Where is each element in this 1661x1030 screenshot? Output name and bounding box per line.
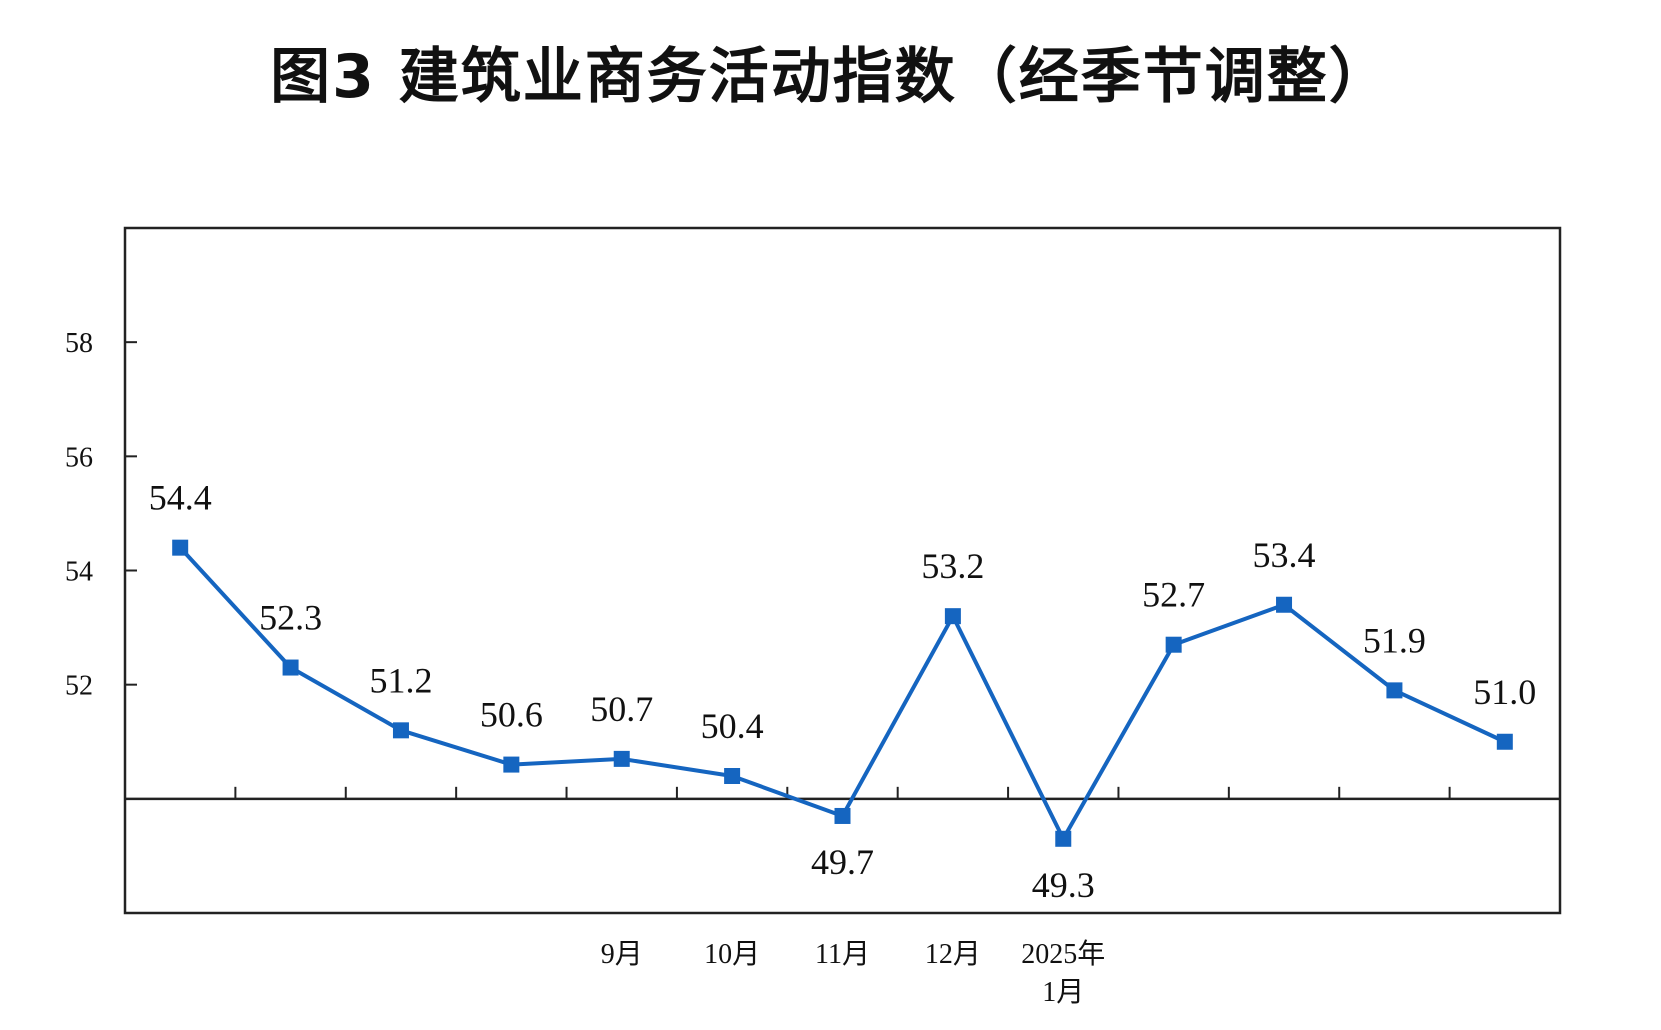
data-point xyxy=(503,756,520,773)
data-point xyxy=(944,608,961,625)
data-label: 53.2 xyxy=(921,546,984,586)
data-label: 51.2 xyxy=(369,660,432,700)
x-tick-label: 12月 xyxy=(925,939,981,970)
data-label: 51.0 xyxy=(1473,672,1536,712)
x-tick-label: 10月 xyxy=(704,939,760,970)
data-point xyxy=(392,722,409,739)
axes-layer xyxy=(123,226,1562,915)
data-point xyxy=(1165,636,1182,653)
data-label: 50.7 xyxy=(590,689,653,729)
data-point xyxy=(834,807,851,824)
data-label: 52.7 xyxy=(1142,575,1205,615)
data-point xyxy=(282,659,299,676)
y-tick-label: 58 xyxy=(65,328,93,359)
data-label: 53.4 xyxy=(1253,535,1316,575)
data-point xyxy=(1055,830,1072,847)
data-label: 49.7 xyxy=(811,842,874,882)
data-point xyxy=(1276,596,1293,613)
data-label: 52.3 xyxy=(259,598,322,638)
tick-layer: 52 54 56 58 9月 10月 11月 12月 2025年 1月 xyxy=(65,328,1105,1008)
x-tick-label: 9月 xyxy=(601,939,643,970)
data-point xyxy=(613,750,630,767)
data-label: 50.4 xyxy=(701,706,764,746)
data-label-layer: 54.4 52.3 51.2 50.6 50.7 50.4 49.7 53.2 49.3 52.7… xyxy=(149,478,1537,905)
y-tick-label: 56 xyxy=(65,442,93,473)
data-point xyxy=(1386,682,1403,699)
y-tick-label: 54 xyxy=(65,557,93,588)
x-tick-label: 11月 xyxy=(815,939,870,970)
data-label: 51.9 xyxy=(1363,620,1426,660)
data-label: 54.4 xyxy=(149,478,212,518)
point-layer xyxy=(172,539,1513,847)
data-point xyxy=(724,768,741,784)
x-tick-label: 2025年 1月 xyxy=(1021,938,1105,1008)
data-point xyxy=(1496,733,1513,750)
data-label: 50.6 xyxy=(480,695,543,735)
chart-title: 图3 建筑业商务活动指数（经季节调整） xyxy=(270,42,1391,112)
data-point xyxy=(172,539,189,556)
data-label: 49.3 xyxy=(1032,865,1095,905)
y-tick-label: 52 xyxy=(65,671,93,702)
